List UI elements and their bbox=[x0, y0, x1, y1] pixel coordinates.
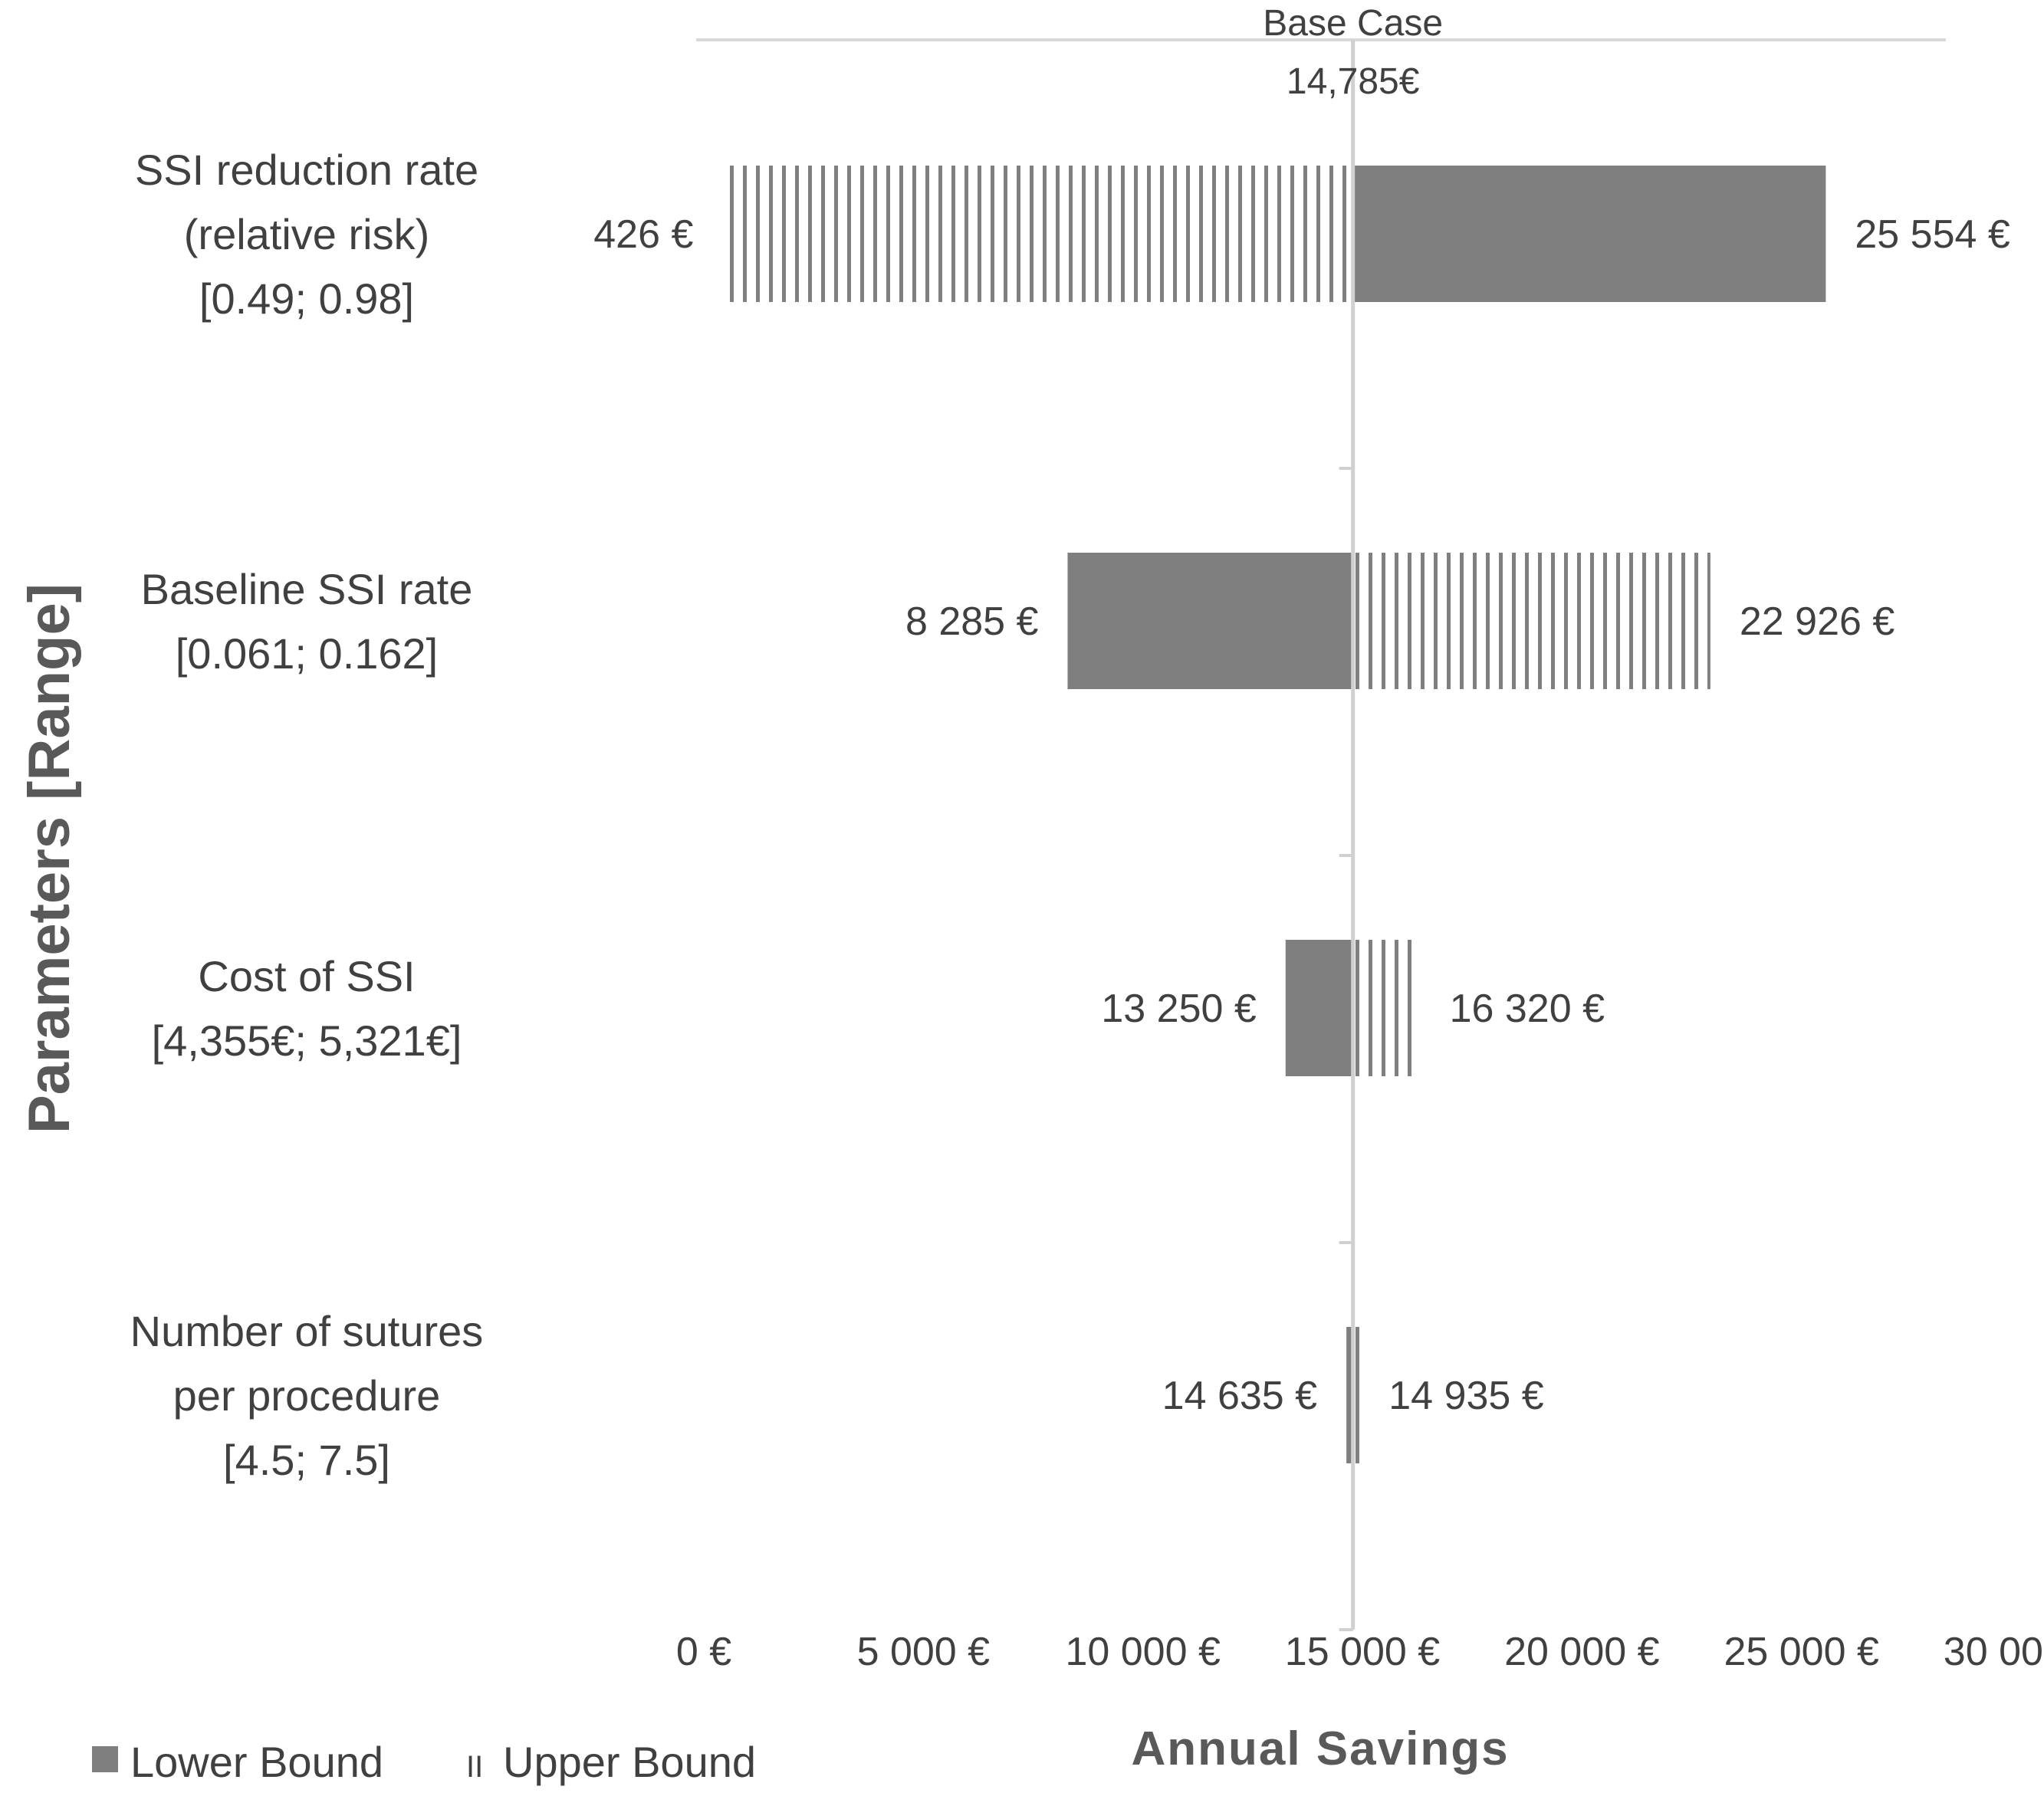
legend-upper-label: Upper Bound bbox=[503, 1738, 756, 1786]
lower-bound-bar bbox=[1352, 166, 1826, 302]
x-tick-label: 10 000 € bbox=[1065, 1630, 1220, 1674]
base-case-value: 14,785€ bbox=[1287, 61, 1420, 102]
category-label: per procedure bbox=[173, 1371, 441, 1420]
category-label: (relative risk) bbox=[184, 210, 429, 258]
lower-bound-label: 14 635 € bbox=[1162, 1374, 1317, 1418]
bars bbox=[722, 166, 1826, 1463]
base-case-title: Base Case bbox=[1263, 3, 1443, 44]
x-tick-label: 15 000 € bbox=[1285, 1630, 1440, 1674]
lower-bound-label: 8 285 € bbox=[905, 599, 1039, 644]
category-label: SSI reduction rate bbox=[135, 146, 478, 194]
lower-bound-label: 13 250 € bbox=[1101, 987, 1256, 1031]
x-axis-title: Annual Savings bbox=[1131, 1722, 1509, 1775]
upper-bound-bar bbox=[722, 166, 1353, 302]
upper-bound-label: 22 926 € bbox=[1740, 599, 1894, 644]
lower-bound-bar bbox=[1067, 553, 1353, 689]
category-ticks bbox=[1339, 467, 1353, 1631]
x-axis-ticks: 0 € 5 000 € 10 000 € 15 000 € 20 000 € 25 000… bbox=[676, 1630, 2044, 1674]
category-label: Number of sutures bbox=[130, 1307, 484, 1355]
x-tick-label: 20 000 € bbox=[1504, 1630, 1659, 1674]
lower-bound-label: 25 554 € bbox=[1855, 212, 2009, 257]
upper-bound-bar bbox=[1352, 1327, 1360, 1463]
x-tick-label: 25 000 € bbox=[1724, 1630, 1878, 1674]
legend-upper-marker: II bbox=[466, 1750, 483, 1784]
category-label: [0.061; 0.162] bbox=[176, 629, 439, 678]
x-tick-label: 0 € bbox=[676, 1630, 731, 1674]
lower-bound-bar bbox=[1346, 1327, 1353, 1463]
x-tick-label: 5 000 € bbox=[857, 1630, 991, 1674]
x-tick-label: 30 000 € bbox=[1944, 1630, 2044, 1674]
category-label: Baseline SSI rate bbox=[141, 565, 473, 613]
category-labels: SSI reduction rate (relative risk) [0.49; … bbox=[130, 146, 484, 1484]
legend-lower-label: Lower Bound bbox=[130, 1738, 383, 1786]
value-labels: 25 554 € 426 € 8 285 € 22 926 € 13 250 € 16 3… bbox=[593, 212, 2010, 1418]
y-axis-title: Parameters [Range] bbox=[17, 583, 82, 1134]
legend-lower-swatch bbox=[92, 1746, 118, 1772]
category-label: [0.49; 0.98] bbox=[199, 274, 414, 323]
lower-bound-bar bbox=[1285, 940, 1353, 1076]
upper-bound-label: 16 320 € bbox=[1450, 987, 1605, 1031]
category-label: [4.5; 7.5] bbox=[223, 1436, 390, 1484]
category-label: Cost of SSI bbox=[198, 952, 415, 1000]
legend: Lower Bound II Upper Bound bbox=[92, 1738, 756, 1786]
upper-bound-label: 426 € bbox=[593, 212, 693, 257]
upper-bound-label: 14 935 € bbox=[1388, 1374, 1543, 1418]
upper-bound-bar bbox=[1352, 940, 1421, 1076]
category-label: [4,355€; 5,321€] bbox=[152, 1016, 462, 1065]
upper-bound-bar bbox=[1352, 553, 1710, 689]
